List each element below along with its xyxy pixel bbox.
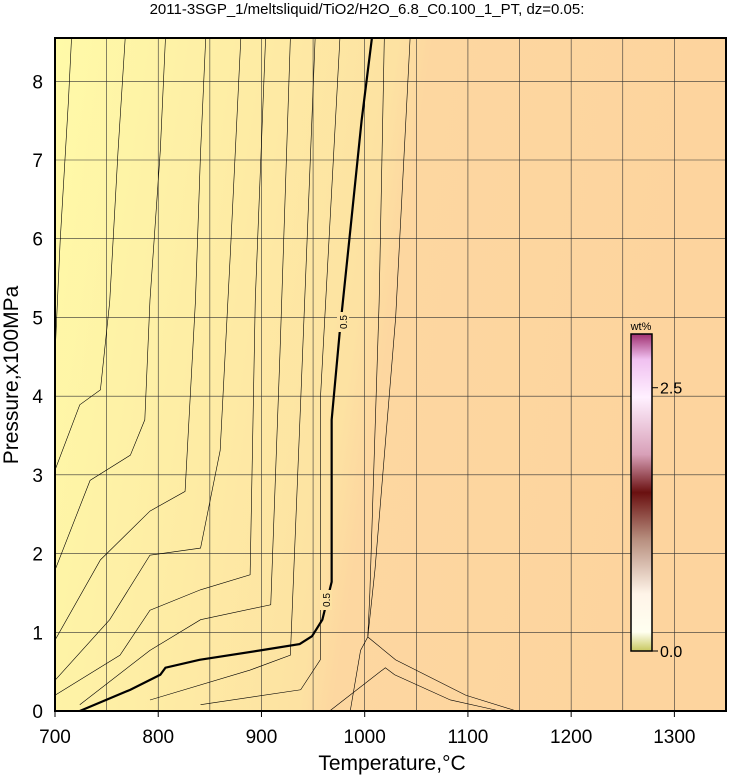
contour-line	[349, 636, 517, 712]
x-tick-label: 900	[246, 727, 278, 748]
x-tick-label: 1100	[447, 727, 488, 748]
y-tick-label: 5	[32, 308, 43, 329]
x-tick-label: 1200	[550, 727, 592, 748]
colorbar-tick-label: 2.5	[660, 381, 682, 398]
contour-line	[149, 37, 316, 701]
y-tick-label: 7	[32, 151, 43, 172]
x-tick-label: 800	[142, 727, 174, 748]
x-tick-label: 1300	[653, 727, 695, 748]
contour-line	[367, 37, 385, 638]
contour-line	[367, 37, 411, 638]
x-axis-title: Temperature,°C	[318, 752, 465, 775]
y-tick-label: 8	[32, 72, 43, 93]
contour-line	[54, 37, 166, 571]
y-tick-label: 3	[32, 466, 43, 487]
y-axis-title: Pressure,x100MPa	[0, 285, 23, 464]
colorbar-title: wt%	[630, 321, 652, 333]
contour-label: 0.5	[322, 593, 333, 607]
contour-line	[329, 667, 500, 712]
y-tick-label: 0	[32, 702, 43, 723]
contour-line	[54, 37, 72, 356]
y-tick-label: 4	[32, 387, 43, 408]
contour-line	[54, 37, 242, 681]
contour-line	[54, 37, 207, 641]
y-tick-label: 1	[32, 623, 43, 644]
chart-title: 2011-3SGP_1/meltsliquid/TiO2/H2O_6.8_C0.…	[150, 1, 585, 18]
x-tick-label: 700	[39, 727, 71, 748]
plot-area	[55, 38, 726, 711]
contour-label-bg	[337, 312, 349, 332]
contour-line	[79, 37, 291, 705]
y-tick-label: 6	[32, 230, 43, 251]
contour-label-bg	[320, 590, 332, 610]
contour-line	[54, 37, 266, 696]
contour-line	[200, 37, 341, 705]
y-tick-label: 2	[32, 545, 43, 566]
contour-label: 0.5	[339, 315, 350, 329]
colorbar	[630, 333, 653, 652]
colorbar-tick-label: 0.0	[660, 644, 682, 661]
contour-line	[54, 37, 126, 471]
x-tick-label: 1000	[344, 727, 386, 748]
plot-frame	[54, 37, 727, 712]
contour-line-labeled	[79, 37, 374, 713]
